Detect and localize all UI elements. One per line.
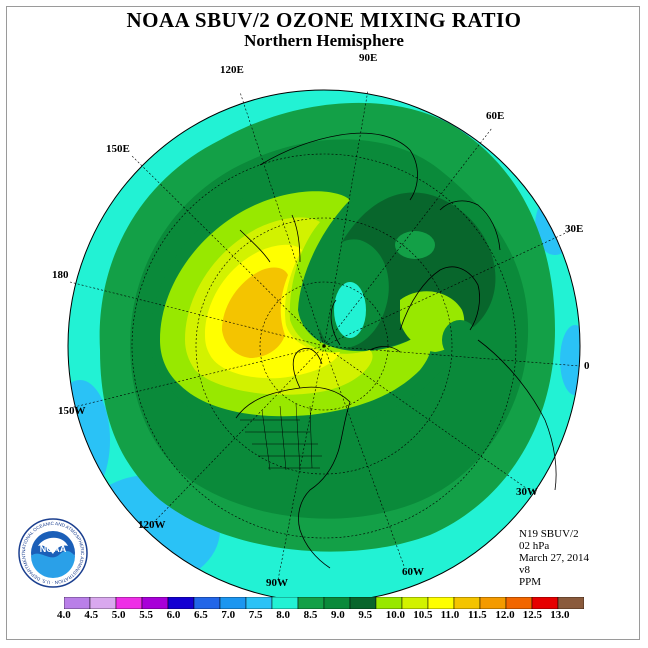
colorbar-label: 8.0 [276, 609, 290, 621]
map-frame [6, 6, 640, 640]
info-block: N19 SBUV/2 02 hPa March 27, 2014 v8 PPM [519, 528, 589, 588]
colorbar-label: 4.0 [57, 609, 71, 621]
colorbar-swatch [89, 597, 117, 609]
colorbar-swatch [167, 597, 195, 609]
colorbar-swatch [479, 597, 507, 609]
colorbar-swatch [323, 597, 351, 609]
band-7-0-spot [560, 325, 580, 395]
lon-label-60e: 60E [486, 110, 505, 122]
colorbar-label: 11.0 [440, 609, 460, 621]
coast-africa [477, 339, 557, 491]
colorbar-swatch [271, 597, 299, 609]
lon-label-150w: 150W [58, 405, 86, 417]
band-7-0-spot [68, 380, 110, 500]
coast-asia [239, 132, 418, 263]
colorbar-label: 12.0 [495, 609, 515, 621]
colorbar-swatch [141, 597, 169, 609]
lon-label-30e: 30E [565, 223, 584, 235]
coast-europe [399, 200, 501, 331]
colorbar-label: 6.0 [166, 609, 181, 621]
colorbar-swatch [531, 597, 559, 609]
noaa-logo: NATIONAL OCEANIC AND ATMOSPHERIC ADMINIS… [18, 518, 88, 588]
info-version: v8 [519, 564, 530, 576]
colorbar-swatch [401, 597, 429, 609]
colorbar-label: 13.0 [550, 609, 570, 621]
colorbar-label: 8.5 [303, 609, 318, 621]
band-11-0 [222, 267, 288, 358]
lon-label-90e: 90E [359, 52, 378, 64]
colorbar-swatch [245, 597, 273, 609]
colorbar-swatch [297, 597, 325, 609]
colorbar-swatch [219, 597, 247, 609]
colorbar-swatch [505, 597, 533, 609]
colorbar-label: 9.5 [358, 609, 373, 621]
colorbar-swatch [427, 597, 455, 609]
colorbar [64, 597, 584, 609]
lon-label-120e: 120E [220, 64, 244, 76]
info-satellite: N19 SBUV/2 [519, 528, 579, 540]
colorbar-swatch [453, 597, 481, 609]
colorbar-swatch [375, 597, 403, 609]
coast-greenland [330, 299, 401, 353]
polar-low-core [334, 282, 366, 338]
colorbar-swatch [349, 597, 377, 609]
colorbar-label: 12.5 [522, 609, 543, 621]
colorbar-label: 4.5 [84, 609, 99, 621]
colorbar-label: 5.5 [139, 609, 153, 621]
colorbar-label: 7.5 [248, 609, 263, 621]
map-subtitle: Northern Hemisphere [244, 31, 404, 50]
us-state-lines [240, 403, 322, 471]
info-level: 02 hPa [519, 540, 550, 552]
coast-north-america [235, 347, 351, 569]
lon-label-120w: 120W [138, 519, 166, 531]
colorbar-label: 10.0 [385, 609, 406, 621]
lon-label-90w: 90W [266, 577, 288, 589]
logo-text: NOAA [40, 544, 67, 554]
lon-label-150e: 150E [106, 143, 130, 155]
coastlines [235, 132, 557, 569]
lon-label-60w: 60W [402, 566, 424, 578]
blob-europe [395, 231, 435, 259]
colorbar-label: 10.5 [413, 609, 433, 621]
lon-label-0: 0 [584, 360, 590, 372]
colorbar-swatch [64, 597, 91, 609]
colorbar-label: 6.5 [194, 609, 208, 621]
colorbar-label: 5.0 [111, 609, 126, 621]
map-title: NOAA SBUV/2 OZONE MIXING RATIO [126, 8, 522, 32]
lon-label-180: 180 [52, 269, 69, 281]
colorbar-label: 11.5 [468, 609, 487, 621]
colorbar-swatch [193, 597, 221, 609]
colorbar-label: 9.0 [331, 609, 345, 621]
colorbar-swatch [557, 597, 584, 609]
colorbar-swatch [115, 597, 143, 609]
info-units: PPM [519, 576, 542, 588]
band-7-0-spot [370, 90, 420, 96]
blob-9-east [442, 320, 478, 360]
graticule [69, 89, 581, 581]
info-date: March 27, 2014 [519, 552, 589, 564]
colorbar-label: 7.0 [221, 609, 236, 621]
lon-label-30w: 30W [516, 486, 538, 498]
